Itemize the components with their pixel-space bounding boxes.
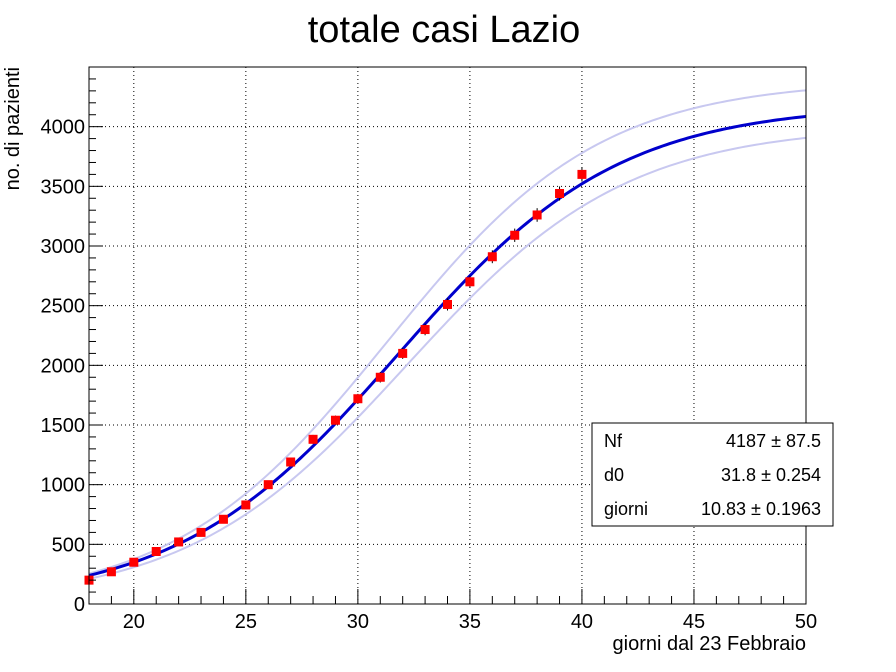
band-upper-curve <box>88 89 807 575</box>
point-marker <box>443 299 452 309</box>
point-marker <box>106 567 116 577</box>
point-marker <box>532 210 542 220</box>
y-tick-label: 1500 <box>41 415 86 437</box>
point-marker <box>330 415 340 425</box>
y-tick-label: 0 <box>74 594 85 616</box>
point-marker <box>263 480 273 490</box>
data-point <box>174 537 184 547</box>
point-marker <box>555 188 565 198</box>
stats-param-name: giorni <box>604 499 648 519</box>
stats-param-value: 4187 ± 87.5 <box>726 431 821 451</box>
stats-param-value: 10.83 ± 0.1963 <box>701 499 821 519</box>
point-marker <box>353 394 363 404</box>
data-point <box>443 298 452 311</box>
x-tick-label: 35 <box>459 611 481 633</box>
stats-param-name: Nf <box>604 431 623 451</box>
point-marker <box>398 348 408 358</box>
y-tick-label: 500 <box>52 534 85 556</box>
point-marker <box>151 546 161 556</box>
data-point <box>398 347 408 359</box>
grid-lines <box>89 67 806 604</box>
y-tick-label: 4000 <box>41 117 86 139</box>
y-tick-label: 1000 <box>41 475 86 497</box>
data-point <box>308 434 318 444</box>
data-point <box>375 372 385 383</box>
x-axis-label: giorni dal 23 Febbraio <box>613 633 806 655</box>
point-marker <box>487 252 497 262</box>
y-tick-label: 2000 <box>41 355 86 377</box>
fit-confidence-band <box>88 89 807 580</box>
x-tick-label: 40 <box>571 611 593 633</box>
x-tick-label: 45 <box>683 611 705 633</box>
data-point <box>353 393 363 404</box>
point-marker <box>196 527 206 537</box>
data-point <box>286 457 296 467</box>
point-marker <box>218 514 228 524</box>
point-marker <box>510 230 520 240</box>
axes-ticks: 20 25 30 35 40 45 5005001000150020002500300035… <box>41 66 817 633</box>
band-lower-curve <box>88 136 807 580</box>
chart-title: totale casi Lazio <box>308 9 581 51</box>
data-point <box>487 250 497 264</box>
data-point <box>555 186 565 201</box>
data-point <box>465 275 475 289</box>
y-axis-label: no. di pazienti <box>2 67 24 190</box>
point-marker <box>286 457 296 467</box>
x-tick-label: 50 <box>795 611 817 633</box>
data-point <box>129 557 139 567</box>
data-point <box>577 167 587 182</box>
y-tick-label: 3500 <box>41 176 86 198</box>
data-point <box>218 514 228 524</box>
data-point <box>196 527 206 537</box>
stats-param-value: 31.8 ± 0.254 <box>721 465 821 485</box>
point-marker <box>241 500 251 510</box>
fit-stats-box: Nf 4187 ± 87.5 d0 31.8 ± 0.254 giorni 10.83 ±… <box>591 422 834 527</box>
data-points <box>84 167 587 585</box>
y-tick-label: 3000 <box>41 236 86 258</box>
x-tick-label: 30 <box>347 611 369 633</box>
data-point <box>532 208 542 222</box>
data-point <box>151 546 161 556</box>
y-tick-label: 2500 <box>41 296 86 318</box>
stats-box-frame <box>591 422 834 527</box>
point-marker <box>577 169 587 179</box>
data-point <box>420 323 430 336</box>
x-tick-label: 25 <box>235 611 257 633</box>
point-marker <box>465 277 475 287</box>
data-point <box>241 500 251 510</box>
stats-param-name: d0 <box>604 465 624 485</box>
data-point <box>106 567 116 577</box>
data-point <box>263 480 273 490</box>
x-tick-label: 20 <box>123 611 145 633</box>
point-marker <box>375 372 385 382</box>
data-point <box>510 228 520 242</box>
point-marker <box>129 557 139 567</box>
point-marker <box>174 537 184 547</box>
point-marker <box>308 434 318 444</box>
data-point <box>330 415 340 425</box>
point-marker <box>420 325 430 335</box>
